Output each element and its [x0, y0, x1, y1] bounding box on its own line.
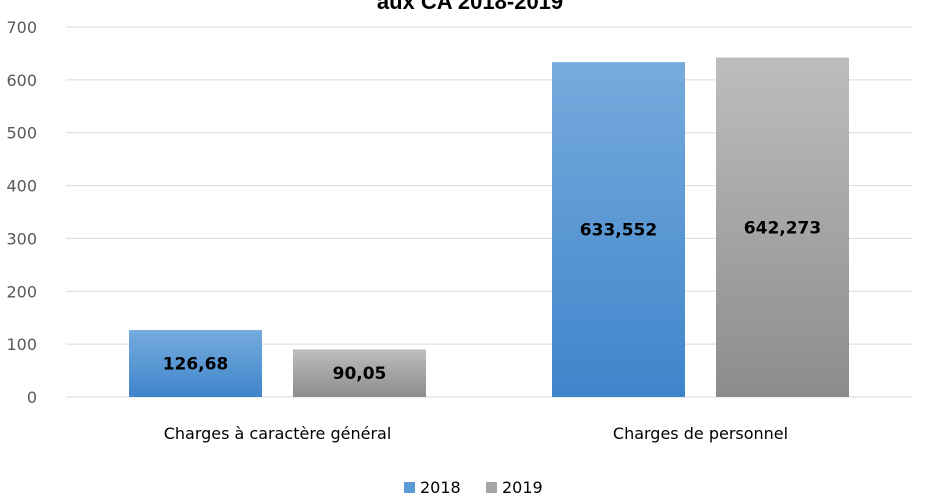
data-label: 633,552: [580, 221, 657, 241]
legend-label-2019: 2019: [502, 478, 543, 497]
bars: [129, 57, 849, 398]
bar-2019-2: [716, 57, 849, 397]
y-tick-label: 700: [6, 18, 37, 37]
y-tick-label: 600: [6, 71, 37, 90]
y-tick-label: 100: [6, 335, 37, 354]
category-label: Charges à caractère général: [164, 424, 392, 443]
bar-2019-1: [293, 349, 426, 397]
y-tick-label: 0: [27, 388, 37, 407]
chart-title: aux CA 2018-2019: [377, 0, 563, 14]
y-tick-label: 300: [6, 229, 37, 248]
legend-swatch-2019: [486, 482, 497, 493]
data-label: 642,273: [744, 218, 821, 238]
y-axis-tick-labels: 0 100 200 300 400 500 600 700: [6, 18, 37, 407]
data-label: 90,05: [333, 364, 387, 384]
legend-label-2018: 2018: [420, 478, 461, 497]
y-tick-label: 400: [6, 177, 37, 196]
y-tick-label: 500: [6, 124, 37, 143]
bar-2018-2: [552, 62, 685, 398]
data-label: 126,68: [163, 355, 229, 375]
category-label: Charges de personnel: [613, 424, 788, 443]
legend-swatch-2018: [404, 482, 415, 493]
y-tick-label: 200: [6, 282, 37, 301]
legend: 2018 2019: [404, 478, 543, 497]
x-axis-category-labels: Charges à caractère général Charges de pe…: [164, 424, 788, 443]
bar-2018-1: [129, 330, 262, 397]
data-labels: 126,68 90,05 633,552 642,273: [163, 218, 822, 384]
